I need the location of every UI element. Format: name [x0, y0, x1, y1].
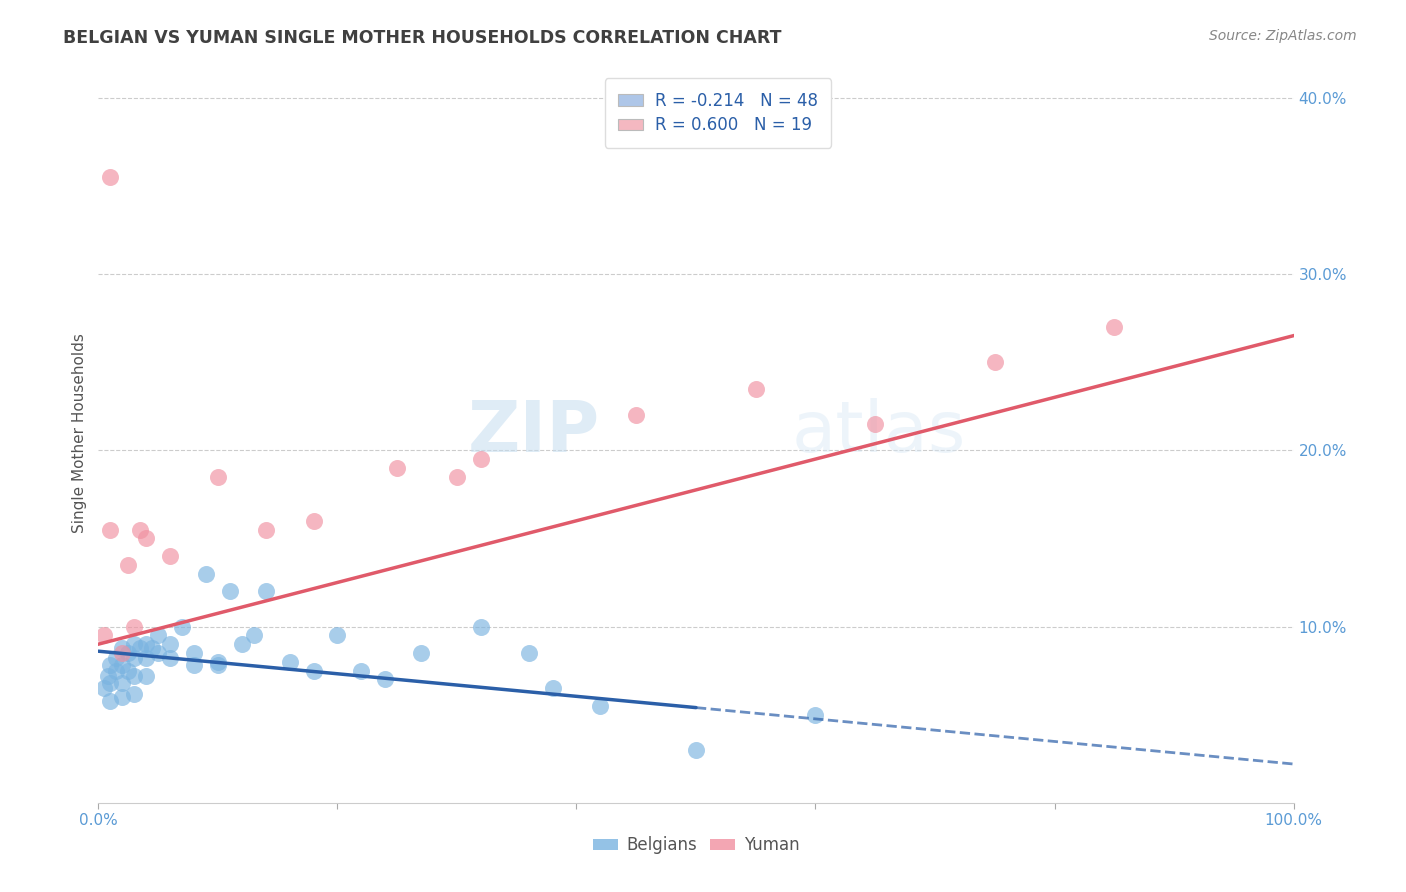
Text: atlas: atlas: [792, 398, 966, 467]
Text: ZIP: ZIP: [468, 398, 600, 467]
Point: [470, 452, 492, 467]
Text: Source: ZipAtlas.com: Source: ZipAtlas.com: [1209, 29, 1357, 43]
Point: [470, 619, 492, 633]
Point: [98, 523, 122, 537]
Point: [98, 693, 122, 707]
Point: [141, 640, 163, 655]
Point: [350, 664, 373, 678]
Point: [589, 698, 612, 713]
Point: [148, 628, 170, 642]
Point: [685, 743, 707, 757]
Point: [183, 658, 205, 673]
Point: [129, 523, 152, 537]
Point: [111, 646, 134, 660]
Point: [541, 681, 564, 696]
Point: [302, 664, 325, 678]
Point: [111, 658, 134, 673]
Point: [148, 646, 170, 660]
Point: [97, 669, 120, 683]
Point: [984, 355, 1007, 369]
Point: [124, 619, 146, 633]
Point: [254, 584, 277, 599]
Point: [411, 646, 433, 660]
Point: [326, 628, 349, 642]
Point: [135, 651, 157, 665]
Point: [117, 558, 139, 572]
Point: [207, 469, 229, 483]
Point: [93, 681, 115, 696]
Point: [124, 669, 146, 683]
Point: [1104, 319, 1126, 334]
Point: [105, 664, 128, 678]
Point: [93, 628, 115, 642]
Point: [302, 514, 325, 528]
Point: [195, 566, 218, 581]
Point: [804, 707, 827, 722]
Point: [385, 461, 409, 475]
Point: [129, 640, 152, 655]
Point: [254, 523, 277, 537]
Point: [135, 637, 157, 651]
Point: [105, 651, 128, 665]
Point: [111, 690, 134, 704]
Text: BELGIAN VS YUMAN SINGLE MOTHER HOUSEHOLDS CORRELATION CHART: BELGIAN VS YUMAN SINGLE MOTHER HOUSEHOLD…: [63, 29, 782, 46]
Point: [446, 469, 468, 483]
Point: [865, 417, 887, 431]
Point: [626, 408, 648, 422]
Y-axis label: Single Mother Households: Single Mother Households: [72, 333, 87, 533]
Point: [243, 628, 266, 642]
Point: [159, 549, 181, 563]
Point: [98, 658, 122, 673]
Point: [231, 637, 253, 651]
Point: [124, 651, 146, 665]
Point: [159, 637, 181, 651]
Point: [124, 637, 146, 651]
Point: [111, 640, 134, 655]
Point: [117, 646, 139, 660]
Point: [98, 169, 122, 184]
Point: [278, 655, 301, 669]
Point: [111, 676, 134, 690]
Point: [183, 646, 205, 660]
Point: [207, 658, 229, 673]
Point: [117, 664, 139, 678]
Point: [159, 651, 181, 665]
Point: [374, 673, 396, 687]
Point: [135, 532, 157, 546]
Point: [172, 619, 194, 633]
Point: [135, 669, 157, 683]
Point: [207, 655, 229, 669]
Point: [219, 584, 242, 599]
Point: [98, 676, 122, 690]
Point: [124, 686, 146, 700]
Point: [745, 382, 768, 396]
Legend: Belgians, Yuman: Belgians, Yuman: [586, 830, 806, 861]
Point: [517, 646, 540, 660]
